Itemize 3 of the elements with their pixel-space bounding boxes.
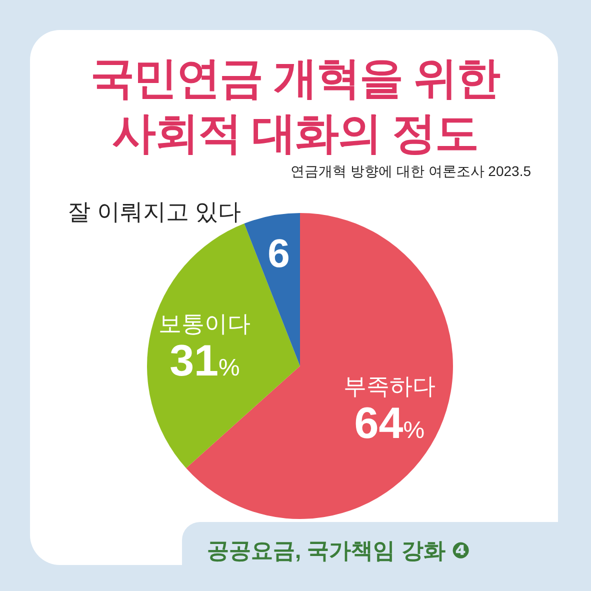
text: 공공요금, 국가책임 강화 ❹ (207, 538, 470, 563)
chart-subtitle: 연금개혁 방향에 대한 여론조사 2023.5 (290, 163, 532, 179)
chart-title: 국민연금 개혁을 위한 사회적 대화의 정도 (90, 54, 501, 158)
